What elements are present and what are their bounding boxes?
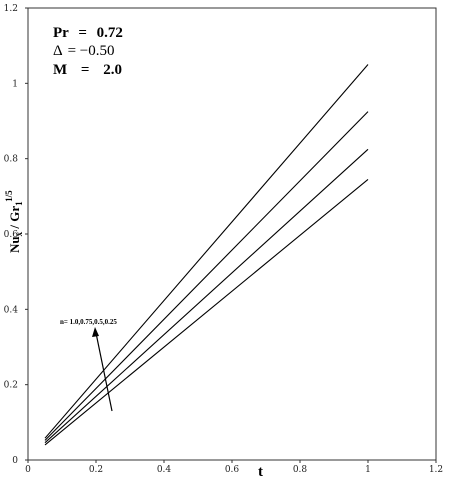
param-pr: Pr = 0.72 (53, 25, 123, 41)
annotation-label: n= 1.0,0.75,0.5,0.25 (60, 318, 117, 326)
x-tick-label: 1.2 (429, 465, 443, 475)
x-tick-label: 0.4 (157, 465, 172, 475)
x-tick-label: 0.6 (225, 465, 240, 475)
y-axis-label: Nux / Gr11/5 (4, 190, 24, 253)
series-line-1 (44, 64, 369, 439)
series-line-2 (44, 111, 369, 441)
annotation-arrow (95, 332, 113, 412)
param-delta: Δ = −0.50 (53, 43, 115, 59)
x-tick-label: 0.2 (89, 465, 103, 475)
y-tick-label: 1 (12, 79, 18, 89)
y-tick-label: 0.4 (4, 305, 19, 315)
x-axis-ticks: 0 0.2 0.4 0.6 0.8 1 1.2 (25, 460, 443, 475)
annotation-arrowhead (92, 327, 99, 337)
x-tick-label: 1 (365, 465, 371, 475)
y-axis-ticks: 0 0.2 0.4 0.6 0.8 1 1.2 (4, 4, 28, 466)
series-line-4 (44, 178, 369, 446)
x-tick-label: 0.8 (293, 465, 308, 475)
param-m: M = 2.0 (53, 62, 122, 78)
parameter-block: Pr = 0.72 Δ = −0.50 M = 2.0 (53, 25, 123, 78)
x-tick-label: 0 (25, 465, 31, 475)
y-tick-label: 0.8 (4, 155, 19, 165)
series-layer (44, 64, 369, 446)
x-axis-label: t (258, 464, 263, 480)
y-tick-label: 1.2 (4, 4, 18, 14)
y-tick-label: 0 (12, 456, 18, 466)
y-tick-label: 0.2 (4, 381, 18, 391)
y-tick-label: 0.6 (4, 230, 19, 240)
series-line-3 (44, 148, 369, 444)
